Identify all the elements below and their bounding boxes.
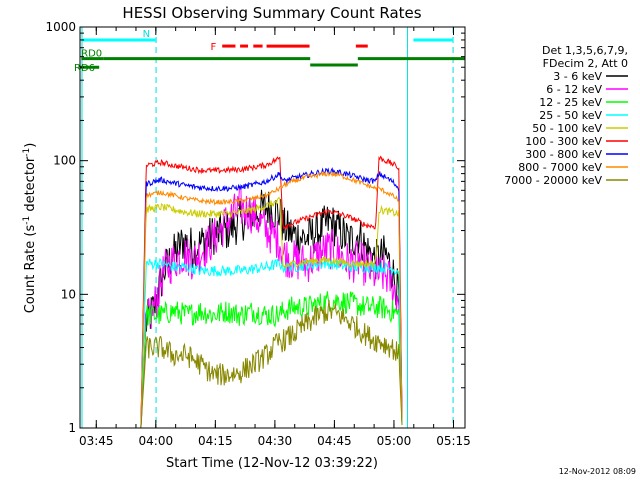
x-axis: 03:45 04:00 04:15 04:30 04:45 05:00 05:15 (79, 27, 471, 448)
legend-label-8: 7000 - 20000 keV (504, 174, 602, 187)
series-line-3 (140, 257, 403, 428)
x-tick-label-1: 04:00 (139, 434, 174, 448)
y-axis-label-superscript-1: -1 (22, 216, 32, 225)
x-tick-label-4: 04:45 (317, 434, 352, 448)
y-axis-label-end: ) (23, 143, 38, 148)
legend: Det 1,3,5,6,7,9, FDecim 2, Att 0 3 - 6 k… (504, 44, 628, 187)
x-axis-label: Start Time (12-Nov-12 03:39:22) (166, 456, 378, 471)
y-axis-label: Count Rate (s-1 detector-1) (22, 143, 38, 314)
rd0-label: RD0 (81, 49, 102, 60)
series-line-8 (140, 300, 403, 428)
y-tick-label-2: 100 (53, 154, 76, 168)
y-tick-label-1: 10 (61, 287, 76, 301)
x-tick-label-2: 04:15 (198, 434, 233, 448)
x-tick-label-6: 05:15 (436, 434, 471, 448)
legend-label-0: 3 - 6 keV (553, 70, 602, 83)
y-tick-label-0: 1 (68, 421, 76, 435)
x-tick-label-5: 05:00 (377, 434, 412, 448)
rd6-label: RD6 (74, 63, 95, 74)
legend-label-4: 50 - 100 keV (532, 122, 602, 135)
legend-label-6: 300 - 800 keV (525, 148, 602, 161)
legend-label-7: 800 - 7000 keV (518, 161, 602, 174)
y-axis-label-superscript-2: -1 (22, 148, 32, 157)
series-line-4 (140, 196, 403, 428)
series-line-2 (140, 291, 403, 428)
plot-frame (79, 26, 466, 429)
night-label: N (143, 29, 150, 40)
legend-label-3: 25 - 50 keV (539, 109, 602, 122)
y-axis-label-middle: detector (23, 156, 38, 216)
generated-timestamp: 12-Nov-2012 08:09 (559, 467, 636, 476)
series-line-5 (140, 155, 403, 428)
x-tick-label-3: 04:30 (258, 434, 293, 448)
series-line-7 (140, 170, 403, 428)
legend-label-1: 6 - 12 keV (546, 83, 602, 96)
legend-label-2: 12 - 25 keV (539, 96, 602, 109)
legend-header-line-1: Det 1,3,5,6,7,9, (542, 44, 628, 57)
y-axis-label-main: Count Rate (s (23, 225, 38, 314)
y-axis: 1 10 100 1000 (45, 20, 465, 435)
flare-label: F (210, 42, 216, 53)
y-tick-label-3: 1000 (45, 20, 76, 34)
legend-label-5: 100 - 300 keV (525, 135, 602, 148)
legend-header-line-2: FDecim 2, Att 0 (543, 57, 628, 70)
series-line-6 (140, 167, 403, 428)
x-tick-label-0: 03:45 (79, 434, 114, 448)
chart-title: HESSI Observing Summary Count Rates (122, 4, 421, 22)
plot-content (80, 27, 465, 428)
